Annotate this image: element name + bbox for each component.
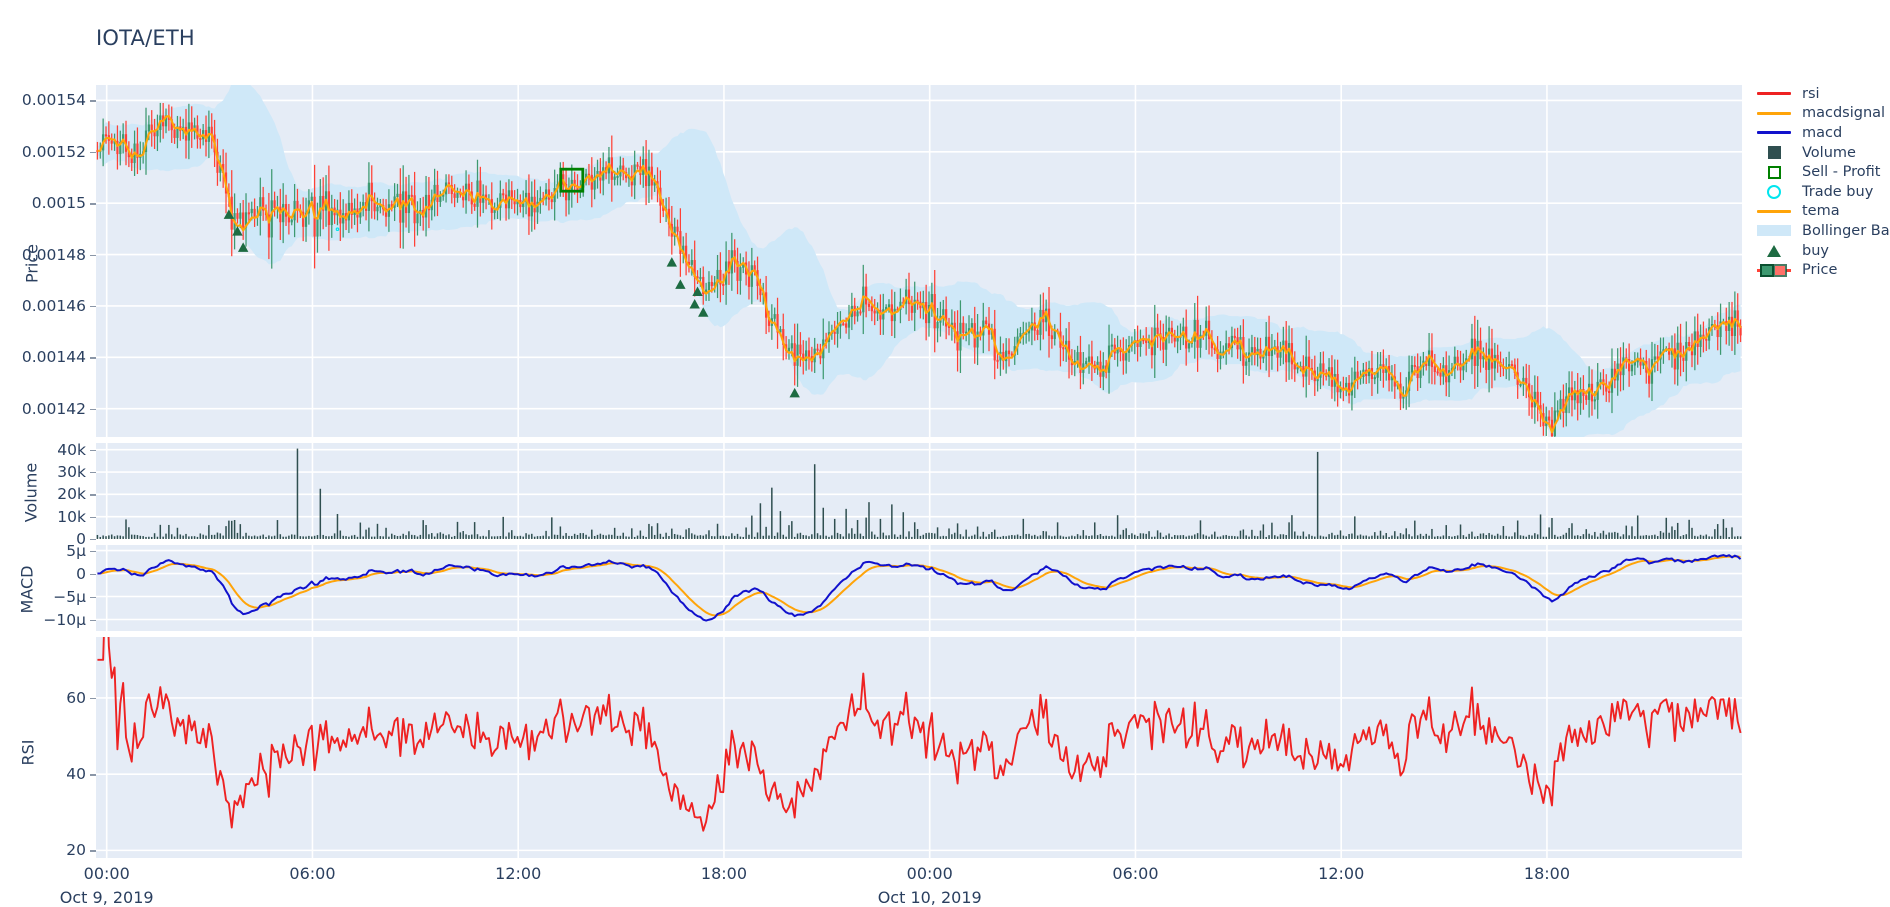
legend-square-filled-icon xyxy=(1752,146,1796,160)
legend-item-macdsignal[interactable]: macdsignal xyxy=(1752,104,1890,124)
y-tick-mark xyxy=(90,774,96,776)
y-tick-label: 0.00144 xyxy=(21,348,86,367)
y-tick-label: 40 xyxy=(66,765,86,784)
rsi-panel xyxy=(96,637,1742,858)
y-tick-mark xyxy=(90,305,96,308)
legend-item-label: macd xyxy=(1802,124,1843,141)
legend-item-label: Bollinger Band xyxy=(1802,222,1890,239)
y-tick-mark xyxy=(90,516,96,519)
legend-item-label: rsi xyxy=(1802,85,1820,102)
macd-y-axis: 5µ 0 −5µ −10µ xyxy=(0,0,96,903)
volume-plot xyxy=(96,443,1742,539)
y-tick-mark xyxy=(90,539,96,541)
volume-y-axis: 40k 30k 20k 10k 0 xyxy=(0,0,96,903)
y-tick-mark xyxy=(90,357,96,359)
y-tick-label: 0.00146 xyxy=(21,296,86,315)
x-tick-label: 00:00 xyxy=(83,864,130,883)
legend-candlestick-icon xyxy=(1752,263,1796,278)
y-tick-label: 0.00154 xyxy=(21,91,86,110)
legend-item-tema[interactable]: tema xyxy=(1752,202,1890,222)
x-tick-label: 00:00 xyxy=(906,864,953,883)
legend-circle-open-icon xyxy=(1752,184,1796,199)
legend-item-volume[interactable]: Volume xyxy=(1752,143,1890,163)
legend-item-buy[interactable]: buy xyxy=(1752,241,1890,261)
y-tick-mark xyxy=(90,449,96,452)
legend-line-swatch-icon xyxy=(1752,92,1796,96)
rsi-y-axis: 60 40 20 xyxy=(0,0,96,903)
y-tick-label: 0 xyxy=(76,564,86,583)
legend-item-label: Price xyxy=(1802,262,1838,279)
y-tick-label: −5µ xyxy=(53,587,86,606)
legend-line-swatch-icon xyxy=(1752,111,1796,115)
y-tick-label: 0.00152 xyxy=(21,142,86,161)
y-tick-mark xyxy=(90,697,96,700)
legend-item-bollinger-band[interactable]: Bollinger Band xyxy=(1752,221,1890,241)
y-tick-label: 20 xyxy=(66,841,86,860)
x-tick-label: 06:00 xyxy=(289,864,336,883)
legend-band-swatch-icon xyxy=(1752,225,1796,237)
y-tick-label: 10k xyxy=(57,507,86,526)
y-tick-mark xyxy=(90,100,96,102)
legend-item-label: buy xyxy=(1802,242,1829,259)
y-tick-mark xyxy=(90,573,96,575)
y-tick-mark xyxy=(90,550,96,552)
y-tick-label: 40k xyxy=(57,440,86,459)
x-tick-label: 12:00 xyxy=(495,864,542,883)
y-tick-mark xyxy=(90,596,96,598)
legend-line-swatch-icon xyxy=(1752,131,1796,135)
y-tick-label: 60 xyxy=(66,688,86,707)
y-tick-label: 0 xyxy=(76,530,86,548)
x-axis-date-label: Oct 10, 2019 xyxy=(877,888,982,907)
legend-item-label: Sell - Profit xyxy=(1802,164,1881,181)
page-title: IOTA/ETH xyxy=(96,26,195,50)
y-tick-mark xyxy=(90,494,96,496)
legend-item-label: macdsignal xyxy=(1802,105,1886,122)
y-tick-label: 5µ xyxy=(66,541,86,560)
x-axis-date-label: Oct 9, 2019 xyxy=(59,888,154,907)
y-tick-mark xyxy=(90,619,96,621)
y-tick-mark xyxy=(90,472,96,474)
y-tick-label: 0.00142 xyxy=(21,399,86,418)
y-tick-mark xyxy=(90,850,96,852)
rsi-plot xyxy=(96,637,1742,858)
legend-line-swatch-icon xyxy=(1752,209,1796,213)
legend-item-label: Volume xyxy=(1802,144,1856,161)
y-tick-mark xyxy=(90,254,96,256)
y-tick-label: 20k xyxy=(57,485,86,504)
rsi-axis-title: RSI xyxy=(18,739,38,766)
legend-item-macd[interactable]: macd xyxy=(1752,123,1890,143)
legend-item-rsi[interactable]: rsi xyxy=(1752,84,1890,104)
legend-item-label: Trade buy xyxy=(1802,183,1874,200)
x-tick-label: 12:00 xyxy=(1318,864,1365,883)
y-tick-mark xyxy=(90,203,96,205)
legend-triangle-up-icon xyxy=(1752,244,1796,257)
legend-item-price[interactable]: Price xyxy=(1752,260,1890,280)
x-tick-label: 06:00 xyxy=(1112,864,1159,883)
chart-legend[interactable]: rsi macdsignal macd Volume Sell - Profit Trad… xyxy=(1752,84,1890,280)
price-plot xyxy=(96,85,1742,437)
x-tick-label: 18:00 xyxy=(700,864,747,883)
y-tick-label: 0.0015 xyxy=(31,194,86,213)
macd-panel xyxy=(96,545,1742,631)
y-tick-label: 0.00148 xyxy=(21,245,86,264)
y-tick-mark xyxy=(90,151,96,154)
legend-item-label: tema xyxy=(1802,203,1840,220)
x-tick-label: 18:00 xyxy=(1523,864,1570,883)
volume-panel xyxy=(96,443,1742,539)
price-panel xyxy=(96,85,1742,437)
macd-plot xyxy=(96,545,1742,631)
x-axis: 00:00 06:00 12:00 18:00 00:00 06:00 12:00 18:00… xyxy=(0,864,1890,907)
y-tick-label: 30k xyxy=(57,463,86,482)
legend-item-trade-buy[interactable]: Trade buy xyxy=(1752,182,1890,202)
y-tick-mark xyxy=(90,408,96,411)
y-tick-label: −10µ xyxy=(43,610,86,629)
price-y-axis: 0.00154 0.00152 0.0015 0.00148 0.00146 0.0014… xyxy=(0,0,96,903)
legend-item-sell-profit[interactable]: Sell - Profit xyxy=(1752,162,1890,182)
legend-square-open-icon xyxy=(1752,165,1796,179)
